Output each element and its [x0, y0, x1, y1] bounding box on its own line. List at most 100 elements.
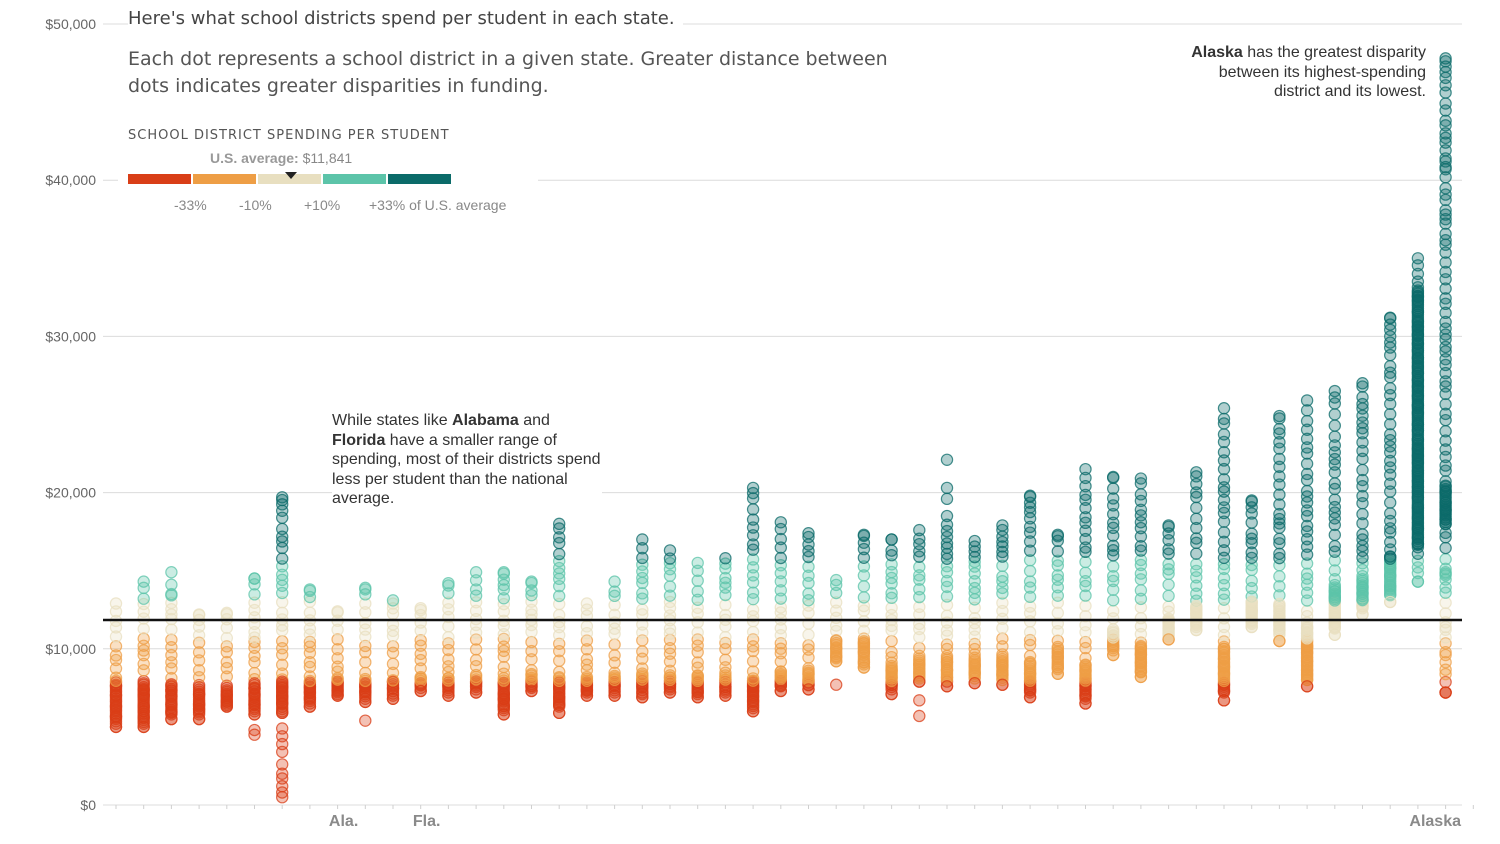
y-tick-label-30000: $30,000 [45, 328, 96, 344]
district-dot-s31-17 [968, 555, 981, 569]
district-dot-s45-22 [1356, 436, 1369, 449]
district-dot-s48-11 [1439, 596, 1452, 609]
district-dot-s30-6 [940, 638, 954, 651]
district-dot-s22-16 [719, 571, 732, 585]
district-dot-s31-13 [968, 581, 981, 595]
district-dot-s31-32 [968, 651, 981, 664]
district-dot-s46-35 [1383, 318, 1397, 331]
district-dot-s14-39 [497, 566, 510, 579]
district-dot-s44-55 [1328, 384, 1342, 398]
legend-swatch-mid [258, 174, 321, 184]
district-dot-s4-6 [220, 655, 233, 669]
district-dot-s22-14 [719, 581, 732, 594]
district-dot-s30-11 [940, 598, 954, 612]
district-dot-s42-45 [1273, 409, 1286, 423]
district-dot-s25-7 [802, 639, 815, 652]
district-dot-s21-28 [691, 691, 704, 704]
district-dot-s45-47 [1356, 377, 1369, 390]
district-dot-s19-31 [636, 533, 649, 546]
district-dot-s24-31 [774, 684, 788, 698]
district-dot-s29-31 [913, 523, 926, 537]
district-dot-s6-57 [276, 722, 289, 735]
district-dot-s41-11 [1245, 536, 1258, 550]
district-dot-s13-10 [469, 604, 483, 618]
district-dot-s21-8 [691, 633, 704, 646]
district-dot-s30-12 [940, 590, 954, 603]
district-dot-s45-18 [1356, 473, 1369, 487]
legend-tick-plus10: +10% [304, 197, 341, 213]
district-dot-s33-22 [1023, 505, 1037, 519]
district-dot-s36-19 [1106, 492, 1120, 505]
district-dot-s39-17 [1190, 486, 1203, 499]
district-dot-s37-17 [1134, 539, 1148, 553]
district-dot-s24-4 [774, 655, 788, 668]
district-dot-s27-29 [857, 661, 871, 674]
district-dot-s6-47 [276, 491, 289, 504]
district-dot-s34-12 [1051, 569, 1065, 582]
district-dot-s3-29 [192, 712, 206, 726]
legend-title: SCHOOL DISTRICT SPENDING PER STUDENT [128, 128, 450, 143]
district-dot-s37-15 [1134, 553, 1148, 567]
district-dot-s0-7 [109, 653, 123, 667]
district-dot-s18-24 [608, 575, 621, 588]
district-dot-s30-36 [940, 680, 954, 693]
district-dot-s33-41 [1023, 655, 1037, 669]
district-dot-s3-8 [192, 646, 206, 659]
district-dot-s0-37 [109, 720, 123, 734]
district-dot-s23-44 [746, 672, 760, 685]
district-dot-s8-6 [331, 643, 344, 656]
district-dot-s17-6 [580, 653, 594, 666]
district-dot-s48-51 [1439, 292, 1452, 305]
district-dot-s0-10 [109, 630, 123, 643]
district-dot-s48-5 [1439, 646, 1452, 659]
district-dot-s11-3 [414, 662, 427, 675]
district-dot-s48-16 [1439, 562, 1452, 576]
district-dot-s6-28 [276, 493, 289, 507]
district-dot-s29-18 [913, 532, 926, 545]
district-dot-s9-24 [359, 674, 372, 688]
district-dot-s45-25 [1356, 416, 1369, 429]
district-dot-s43-33 [1300, 441, 1314, 454]
district-dot-s0-11 [109, 621, 123, 634]
district-dot-s3-30 [192, 608, 206, 621]
district-dot-s48-70 [1439, 136, 1452, 149]
district-dot-s20-29 [663, 544, 677, 557]
district-dot-s43-68 [1300, 680, 1314, 693]
district-dot-s20-15 [663, 580, 677, 593]
district-dot-s23-25 [746, 503, 760, 516]
district-dot-s12-23 [442, 689, 455, 702]
district-dot-s2-34 [165, 712, 178, 726]
district-dot-s48-10 [1439, 607, 1452, 620]
district-dot-s42-5 [1273, 589, 1286, 602]
district-dot-s39-6 [1190, 579, 1203, 592]
district-dot-s41-13 [1245, 527, 1258, 540]
district-dot-s37-16 [1134, 544, 1148, 557]
district-dot-s35-47 [1079, 697, 1092, 710]
district-dot-s35-28 [1079, 471, 1092, 485]
district-dot-s10-6 [386, 640, 400, 653]
district-dot-s38-9 [1162, 557, 1175, 571]
district-dot-s1-41 [137, 720, 150, 734]
district-dot-s25-12 [802, 594, 815, 607]
district-dot-s44-23 [1328, 452, 1342, 466]
district-dot-s7-5 [303, 660, 317, 674]
district-dot-s13-11 [469, 596, 483, 609]
district-dot-s22-17 [719, 562, 732, 575]
district-dot-s25-28 [802, 664, 815, 677]
district-dot-s5-33 [248, 677, 261, 690]
district-dot-s47-170 [1411, 284, 1425, 297]
district-dot-s35-18 [1079, 545, 1092, 559]
district-dot-s29-30 [913, 675, 926, 688]
district-dot-s2-35 [165, 587, 178, 601]
district-dot-s27-8 [857, 599, 871, 613]
district-dot-s17-24 [580, 597, 594, 610]
district-dot-s42-26 [1273, 422, 1286, 436]
district-dot-s10-5 [386, 646, 400, 659]
district-dot-s29-6 [913, 622, 926, 636]
x-axis [115, 805, 1474, 809]
district-dot-s48-64 [1439, 188, 1452, 201]
district-dot-s8-21 [331, 689, 344, 702]
chart-subtitle: Each dot represents a school district in… [128, 46, 888, 100]
district-dot-s37-10 [1134, 592, 1148, 606]
district-dots [109, 52, 1452, 804]
